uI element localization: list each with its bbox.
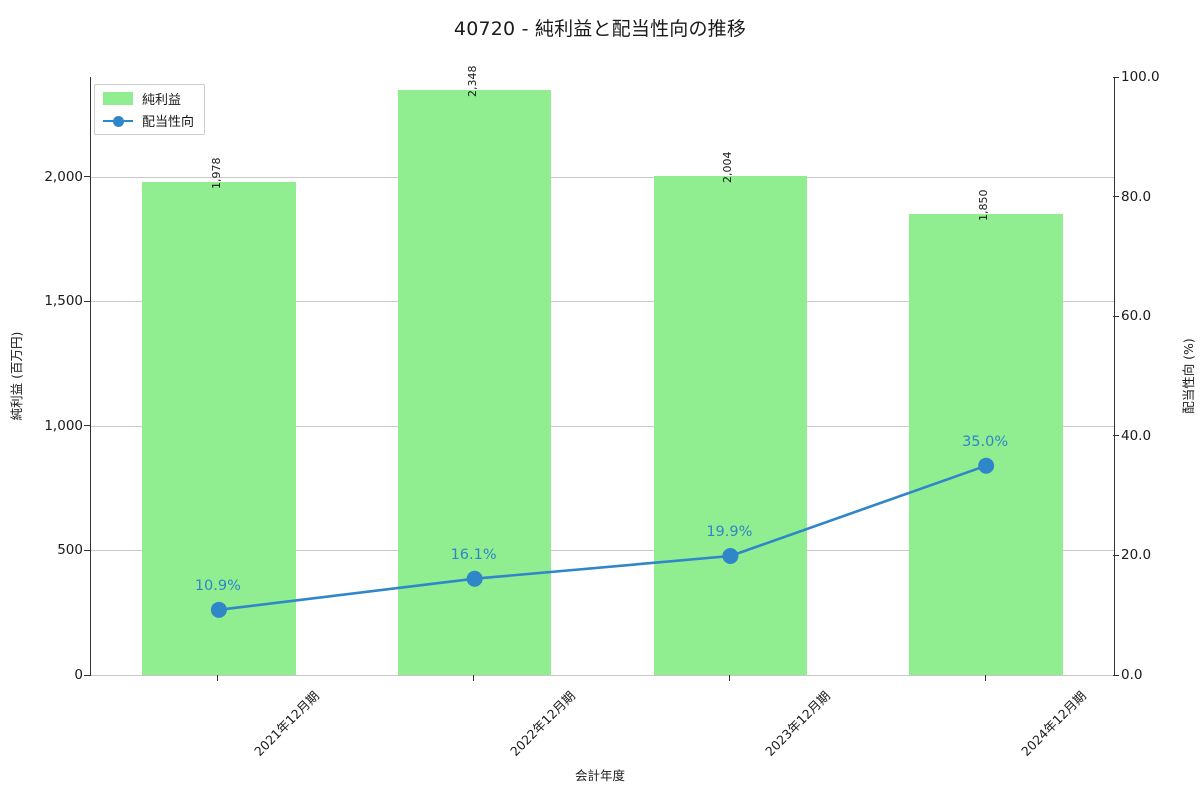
legend-item-net-income[interactable]: 純利益 — [103, 91, 194, 108]
y-axis-right-tick-label: 0.0 — [1121, 667, 1143, 683]
line-value-label: 16.1% — [450, 546, 497, 563]
y-axis-left-tickmark — [84, 549, 90, 551]
x-axis-tick-label: 2024年12月期 — [1018, 688, 1090, 759]
x-axis-title: 会計年度 — [574, 768, 625, 783]
line-markers — [210, 457, 995, 618]
line-value-label: 19.9% — [706, 523, 753, 540]
gridline — [91, 425, 1114, 427]
gridline — [91, 176, 1114, 178]
y-axis-left-tick-label: 1,000 — [44, 417, 83, 434]
bar-value-label: 1,978 — [209, 157, 223, 190]
y-axis-right-tickmark — [1113, 674, 1119, 676]
x-axis-tickmark — [984, 675, 986, 681]
chart-title: 40720 - 純利益と配当性向の推移 — [453, 18, 747, 40]
bar-value-label: 1,850 — [977, 189, 991, 222]
line-value-label: 35.0% — [962, 433, 1009, 450]
bar-value-label: 2,004 — [721, 151, 735, 183]
y-axis-right-tick-label: 60.0 — [1121, 308, 1152, 325]
legend-line-swatch-icon — [103, 114, 133, 127]
line-value-label: 10.9% — [194, 577, 241, 594]
y-axis-right-tick-label: 40.0 — [1121, 427, 1152, 444]
x-axis-tickmark — [473, 675, 475, 681]
y-axis-left-tickmark — [84, 176, 90, 178]
y-axis-right-tickmark — [1113, 554, 1119, 556]
y-axis-left-tick-label: 500 — [57, 542, 83, 559]
bar — [397, 89, 552, 675]
y-axis-right-tick-label: 80.0 — [1121, 188, 1152, 205]
y-axis-left-tickmark — [84, 674, 90, 676]
bar-value-label: 2,348 — [465, 65, 479, 97]
y-axis-left-tick-label: 1,500 — [44, 293, 83, 310]
x-axis-tick-label: 2023年12月期 — [762, 688, 834, 759]
gridline — [91, 675, 1114, 676]
y-axis-right-tick-label: 20.0 — [1121, 547, 1152, 564]
legend-label-net-income: 純利益 — [142, 93, 182, 108]
y-axis-left-tickmark — [84, 425, 90, 427]
legend-item-payout-ratio[interactable]: 配当性向 — [103, 113, 195, 130]
y-axis-left-tickmark — [84, 300, 90, 302]
y-axis-right-tick-label: 100.0 — [1121, 69, 1160, 85]
y-axis-left-title: 純利益 (百万円) — [9, 331, 24, 421]
dividend-payout-line — [217, 464, 988, 612]
y-axis-left-tick-label: 2,000 — [44, 168, 83, 185]
legend-label-payout-ratio: 配当性向 — [142, 115, 195, 130]
bar — [142, 182, 296, 675]
y-axis-right-tickmark — [1113, 76, 1119, 78]
gridline — [91, 301, 1114, 303]
x-axis-tickmark — [728, 675, 730, 681]
x-axis-tick-label: 2021年12月期 — [250, 688, 322, 759]
y-axis-right-tickmark — [1113, 435, 1119, 437]
bar — [653, 175, 808, 675]
x-axis-tick-label: 2022年12月期 — [506, 688, 578, 759]
y-axis-right-tickmark — [1113, 315, 1119, 317]
y-axis-right-title: 配当性向 (%) — [1181, 338, 1196, 414]
chart-legend: 純利益 配当性向 — [94, 84, 206, 135]
y-axis-left-tick-label: 0 — [74, 667, 83, 683]
y-axis-right-tickmark — [1113, 196, 1119, 198]
legend-bar-swatch-icon — [103, 92, 133, 105]
x-axis-tickmark — [217, 675, 219, 681]
plot-area — [90, 77, 1115, 676]
